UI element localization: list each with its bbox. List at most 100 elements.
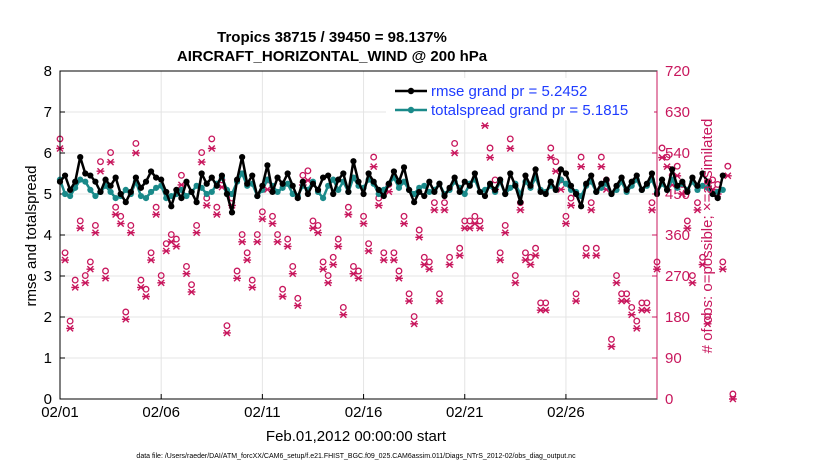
obs-possible-point (547, 144, 555, 152)
rmse-point (431, 188, 438, 196)
obs-assimilated-point (597, 163, 606, 171)
rmse-point (588, 172, 595, 179)
obs-assimilated-point (430, 206, 439, 214)
rmse-point (340, 170, 347, 177)
obs-possible-point (597, 153, 605, 161)
obs-possible-point (415, 226, 423, 234)
spread-point (461, 190, 468, 198)
obs-assimilated-point (400, 220, 408, 228)
obs-possible-point (253, 231, 261, 239)
obs-assimilated-point (612, 279, 621, 287)
rmse-point (213, 182, 220, 189)
x-tick-label: 02/01 (41, 404, 79, 421)
x-tick-label: 02/26 (547, 404, 585, 421)
rmse-point (426, 178, 433, 185)
obs-possible-point (157, 272, 165, 280)
rmse-point (274, 174, 281, 181)
obs-assimilated-point (152, 211, 161, 218)
legend-spread-label: totalspread grand pr = 5.1815 (431, 102, 628, 119)
obs-possible-point (304, 167, 312, 175)
obs-possible-point (360, 212, 368, 220)
rmse-point (259, 182, 266, 189)
obs-assimilated-point (344, 211, 353, 218)
obs-assimilated-point (66, 324, 75, 332)
rmse-point (638, 186, 645, 193)
x-tick-label: 02/11 (244, 404, 280, 421)
rmse-point (249, 172, 256, 179)
obs-assimilated-point (116, 220, 125, 228)
obs-possible-point (147, 249, 155, 257)
rmse-point (648, 170, 656, 177)
obs-possible-point (643, 299, 651, 307)
rmse-point (208, 174, 215, 181)
obs-possible-point (86, 258, 94, 266)
rmse-point (233, 176, 241, 183)
y-tick-label-right: 0 (665, 391, 673, 408)
y-tick-label-right: 630 (665, 104, 690, 121)
legend-spread-marker (407, 106, 415, 114)
rmse-point (567, 182, 575, 189)
obs-possible-point (552, 158, 560, 166)
obs-possible-point (405, 290, 413, 298)
rmse-point (244, 180, 251, 187)
obs-possible-point (572, 290, 580, 298)
obs-possible-point (451, 139, 459, 147)
obs-possible-point (592, 244, 600, 252)
rmse-point (628, 178, 635, 185)
obs-assimilated-point (688, 279, 697, 287)
rmse-point (719, 172, 726, 179)
obs-assimilated-point (516, 206, 525, 214)
obs-possible-point (61, 249, 69, 257)
footer-data-file: data file: /Users/raeder/DAI/ATM_forcXX/… (136, 453, 576, 460)
rmse-point (699, 170, 706, 177)
obs-possible-point (501, 221, 509, 229)
obs-possible-point (724, 162, 732, 170)
obs-assimilated-point (627, 311, 636, 319)
rmse-series (56, 154, 726, 216)
obs-assimilated-point (137, 283, 145, 291)
spread-point (87, 186, 94, 193)
rmse-point (375, 186, 382, 193)
y-tick-label-right: 450 (665, 186, 690, 203)
rmse-point (714, 195, 721, 202)
obs-assimilated-point (693, 206, 702, 214)
rmse-point (512, 182, 519, 189)
spread-point (719, 186, 726, 193)
rmse-point (492, 186, 499, 193)
obs-assimilated-point (622, 297, 631, 305)
obs-assimilated-point (450, 149, 459, 157)
rmse-point (552, 186, 559, 193)
y-tick-label: 8 (44, 63, 52, 80)
y-tick-label-right: 540 (665, 145, 690, 162)
obs-possible-point (102, 267, 109, 275)
obs-assimilated-point (718, 265, 727, 273)
obs-assimilated-point (314, 229, 322, 237)
obs-assimilated-point (374, 201, 383, 209)
obs-assimilated-point (683, 224, 692, 232)
obs-possible-point (729, 390, 737, 398)
obs-possible-point (441, 199, 448, 207)
obs-possible-point (582, 244, 590, 252)
rmse-point (557, 166, 564, 173)
rmse-point (335, 176, 342, 183)
rmse-point (593, 188, 600, 196)
rmse-point (223, 190, 231, 198)
rmse-point (173, 186, 180, 193)
obs-series (56, 112, 737, 403)
y-tick-label: 3 (44, 268, 52, 285)
obs-possible-point (613, 272, 620, 280)
y-tick-label: 0 (44, 391, 52, 408)
obs-assimilated-point (501, 229, 510, 237)
rmse-point (158, 176, 165, 183)
obs-assimilated-point (334, 242, 343, 250)
rmse-point (178, 195, 185, 202)
obs-assimilated-point (212, 211, 221, 218)
obs-assimilated-point (111, 211, 120, 218)
rmse-point (107, 182, 114, 189)
obs-possible-point (365, 240, 373, 248)
rmse-point (395, 178, 403, 185)
obs-possible-point (208, 135, 216, 143)
obs-possible-point (233, 267, 241, 275)
obs-assimilated-point (319, 265, 327, 273)
obs-possible-point (309, 217, 317, 225)
